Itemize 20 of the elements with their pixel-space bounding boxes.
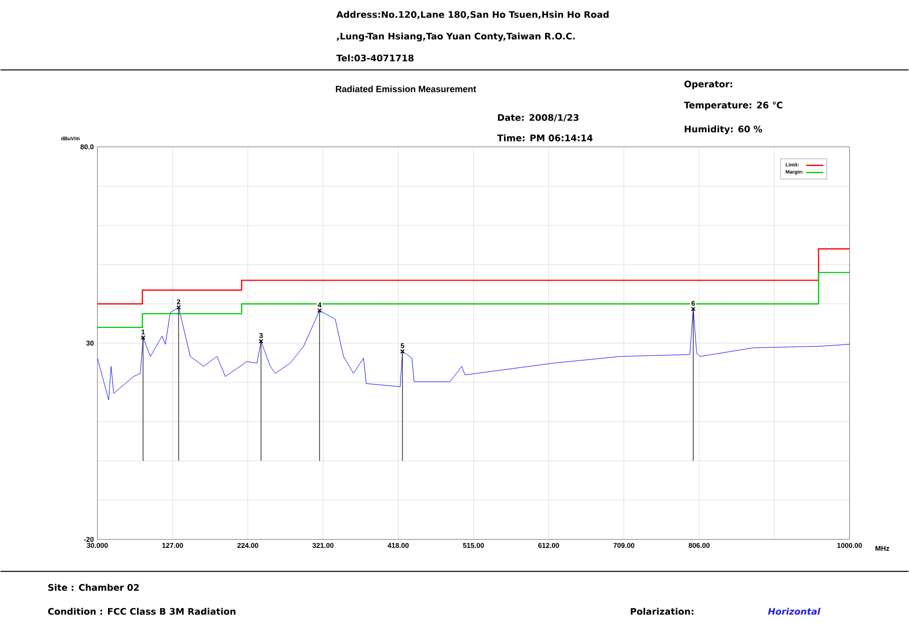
chart-title: Radiated Emission Measurement (336, 85, 476, 92)
text: Condition : FCC Class B 3M Radiation (48, 608, 236, 615)
text: Address:No.120,Lane 180,San Ho Tsuen,Hsin Ho Road (336, 10, 609, 19)
point (176, 304, 181, 310)
text: Operator: (684, 80, 732, 90)
text: Polarization: (630, 608, 694, 615)
point (317, 308, 322, 313)
text: Time: PM 06:14:14 (497, 134, 593, 142)
line-series (97, 248, 850, 304)
text: Tel:03-4071718 (336, 54, 414, 62)
text: Humidity: 60 % (684, 125, 762, 134)
text: Horizontal (768, 608, 820, 615)
text: Temperature: 26 ℃ (684, 101, 782, 110)
point (140, 335, 146, 340)
line-series (97, 272, 850, 328)
text: ,Lung-Tan Hsiang,Tao Yuan Conty,Taiwan R.O.C. (336, 32, 575, 42)
point (400, 348, 405, 354)
text: Date: 2008/1/23 (498, 114, 578, 122)
text: Site : Chamber 02 (48, 584, 139, 591)
point (258, 338, 264, 344)
